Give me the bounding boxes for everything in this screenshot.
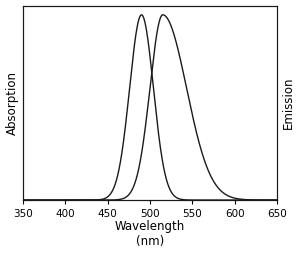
- Y-axis label: Absorption: Absorption: [6, 71, 19, 135]
- X-axis label: Wavelength
(nm): Wavelength (nm): [115, 220, 185, 248]
- Y-axis label: Emission: Emission: [281, 76, 294, 129]
